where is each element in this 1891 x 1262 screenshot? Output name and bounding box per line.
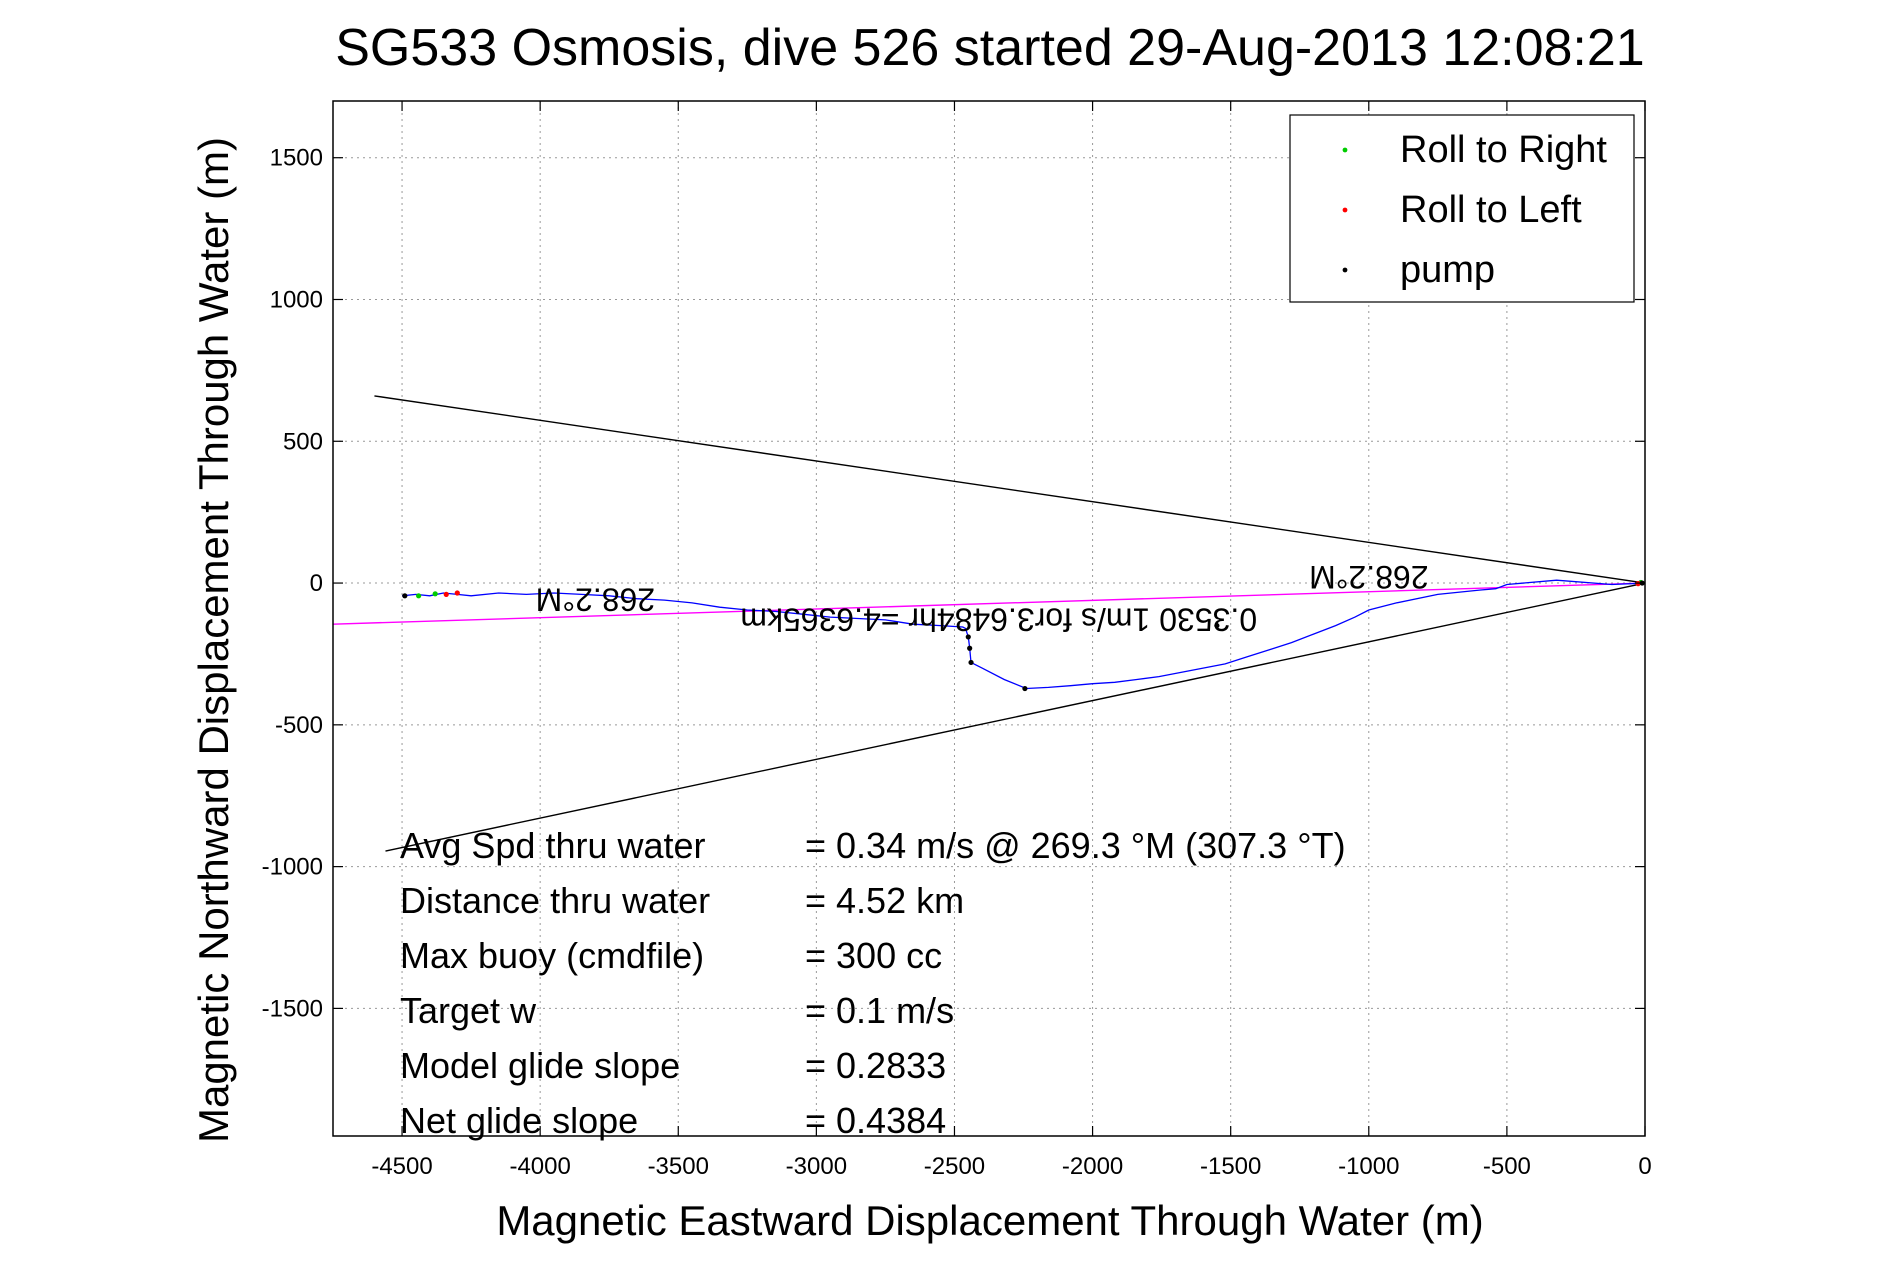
stat-label: Target w xyxy=(400,990,537,1031)
heading-annotation: 268.2°M xyxy=(1309,559,1429,595)
chart-title: SG533 Osmosis, dive 526 started 29-Aug-2… xyxy=(335,19,1644,77)
heading-line-line xyxy=(332,582,1646,625)
pump-point xyxy=(402,593,408,599)
legend-marker xyxy=(1342,147,1348,153)
stat-value: = 4.52 km xyxy=(805,880,964,921)
stat-value: = 0.2833 xyxy=(805,1045,946,1086)
x-axis-ticks: -4500 -4000 -3500 -3000 -2500 -2000 -1500 -1000… xyxy=(371,101,1652,1180)
y-tick-label: -1500 xyxy=(262,995,323,1022)
y-tick-label: 1000 xyxy=(270,286,323,313)
plot-annotations: 268.2°M 268.2°M 0.3530 1m/s for3.6484hr =4… xyxy=(536,559,1429,638)
stat-value: = 300 cc xyxy=(805,935,942,976)
y-axis-label: Magnetic Northward Displacement Through … xyxy=(190,137,237,1143)
y-tick-label: -500 xyxy=(275,712,323,739)
heading-annotation: 268.2°M xyxy=(536,582,656,618)
stat-value: = 0.34 m/s @ 269.3 °M (307.3 °T) xyxy=(805,825,1346,866)
stat-label: Avg Spd thru water xyxy=(400,825,706,866)
legend-marker xyxy=(1342,207,1348,213)
legend-label: Roll to Right xyxy=(1400,129,1607,171)
reference-lines xyxy=(332,395,1646,852)
pump-point xyxy=(1214,622,1220,629)
plot-frame xyxy=(332,100,1646,1137)
y-tick-label: 0 xyxy=(310,570,323,597)
x-tick-label: -3000 xyxy=(786,1153,847,1180)
stat-label: Net glide slope xyxy=(400,1100,638,1141)
stat-value: = 0.1 m/s xyxy=(805,990,954,1031)
pump-point xyxy=(1022,685,1028,692)
marker-points xyxy=(402,579,1645,692)
x-tick-label: -4500 xyxy=(371,1153,432,1180)
x-tick-label: -500 xyxy=(1483,1153,1531,1180)
y-tick-label: 500 xyxy=(283,428,323,455)
lower-bound-line xyxy=(385,582,1646,852)
legend-label: pump xyxy=(1400,249,1495,291)
x-tick-label: -2000 xyxy=(1062,1153,1123,1180)
y-tick-label: 1500 xyxy=(270,145,323,172)
legend-marker xyxy=(1342,267,1348,273)
y-tick-label: -1000 xyxy=(262,854,323,881)
x-tick-label: 0 xyxy=(1638,1153,1651,1180)
pump-point xyxy=(967,645,973,651)
pump-point xyxy=(965,634,971,640)
upper-bound-line xyxy=(374,395,1646,584)
x-tick-label: -4000 xyxy=(509,1153,570,1180)
y-axis-ticks: 1500 1000 500 0 -500 -1000 -1500 xyxy=(262,145,1645,1022)
roll-left-point xyxy=(443,591,449,597)
heading-annotation: 0.3530 1m/s for3.6484hr =4.6365km xyxy=(740,602,1257,638)
stat-value: = 0.4384 xyxy=(805,1100,946,1141)
roll-left-point xyxy=(454,590,460,596)
legend: Roll to Right Roll to Left pump xyxy=(1289,114,1635,303)
roll-right-point xyxy=(416,593,422,599)
stats-block: Avg Spd thru water = 0.34 m/s @ 269.3 °M … xyxy=(400,825,1346,1141)
legend-box xyxy=(1289,114,1635,303)
stat-label: Max buoy (cmdfile) xyxy=(400,935,704,976)
legend-label: Roll to Left xyxy=(1400,189,1582,231)
x-axis-label: Magnetic Eastward Displacement Through W… xyxy=(496,1197,1483,1244)
x-tick-label: -3500 xyxy=(648,1153,709,1180)
stat-label: Distance thru water xyxy=(400,880,710,921)
stat-label: Model glide slope xyxy=(400,1045,680,1086)
x-tick-label: -1000 xyxy=(1338,1153,1399,1180)
pump-point xyxy=(968,659,974,666)
x-tick-label: -1500 xyxy=(1200,1153,1261,1180)
x-tick-label: -2500 xyxy=(924,1153,985,1180)
roll-right-point xyxy=(432,591,438,597)
